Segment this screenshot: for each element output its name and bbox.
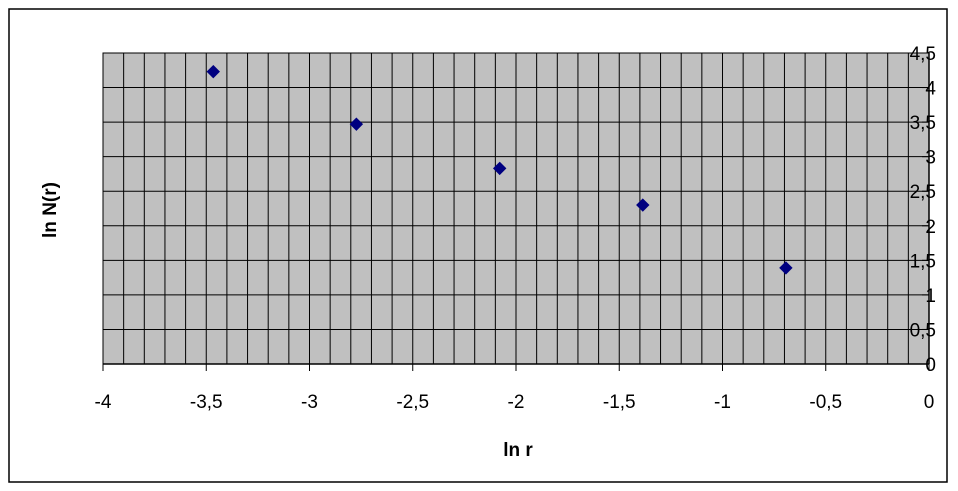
y-tick-label: 4: [925, 79, 936, 100]
x-tick-labels: -4 -3,5 -3 -2,5 -2 -1,5 -1 -0,5 0: [95, 364, 935, 413]
x-tick-label: -1: [714, 392, 731, 413]
data-point: [636, 198, 650, 212]
x-axis-title: ln r: [503, 440, 533, 461]
x-tick-label: -3: [301, 392, 318, 413]
data-points: [206, 64, 793, 275]
x-tick-label: -1,5: [603, 392, 636, 413]
y-tick-label: 0,5: [910, 320, 936, 341]
x-tick-label: -2: [508, 392, 525, 413]
y-tick-label: 1: [925, 286, 936, 307]
y-tick-label: 2,5: [910, 182, 936, 203]
data-point: [779, 261, 793, 275]
x-tick-label: -0,5: [809, 392, 842, 413]
data-point: [349, 117, 364, 131]
x-tick-label: -4: [95, 392, 112, 413]
x-tick-label: 0: [924, 392, 935, 413]
y-tick-label: 0: [925, 355, 936, 376]
y-axis-title: ln N(r): [40, 182, 61, 238]
y-tick-label: 4,5: [910, 44, 936, 65]
y-tick-label: 1,5: [910, 251, 936, 272]
data-point: [206, 64, 220, 79]
y-tick-labels: 0 0,5 1 1,5 2 2,5 3 3,5 4 4,5: [910, 44, 937, 376]
y-tick-label: 3,5: [910, 113, 936, 134]
data-point: [492, 161, 507, 176]
grid-lines: [103, 53, 929, 364]
x-tick-label: -2,5: [396, 392, 429, 413]
x-tick-label: -3,5: [190, 392, 223, 413]
y-tick-label: 3: [925, 148, 936, 169]
y-tick-label: 2: [925, 217, 936, 238]
